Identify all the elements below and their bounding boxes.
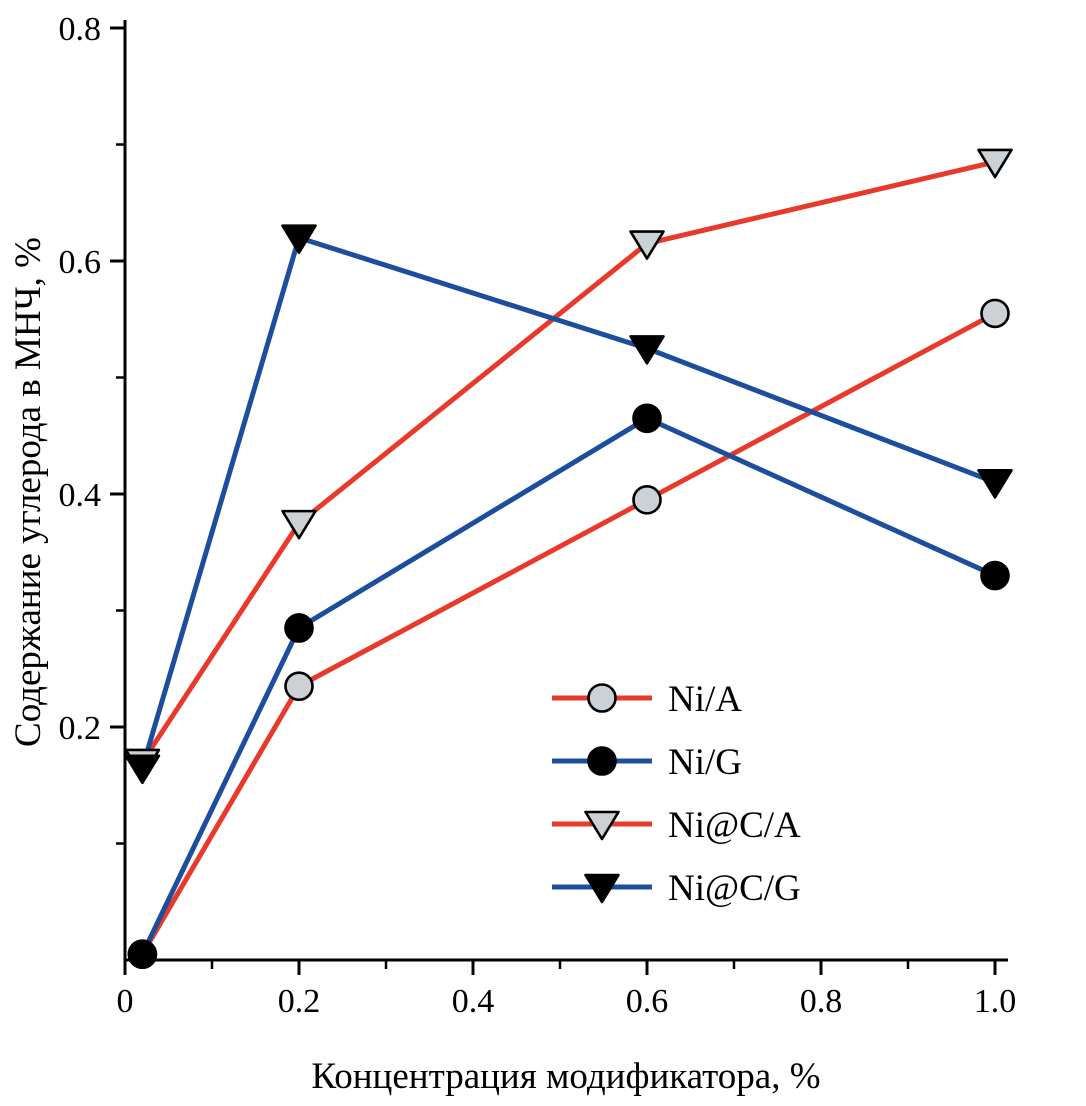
marker-circle-icon — [632, 485, 662, 515]
marker-triangle-down-icon — [629, 335, 665, 365]
series-line-2 — [140, 159, 996, 764]
marker-triangle-down-icon — [977, 148, 1013, 179]
x-tick-label: 0.8 — [800, 983, 843, 1020]
x-tick-label: 0.6 — [626, 983, 669, 1020]
legend-label: Ni@C/G — [668, 868, 801, 909]
x-tick-label: 0.2 — [278, 983, 321, 1020]
legend-label: Ni/A — [668, 679, 742, 720]
marker-triangle-down-icon — [124, 754, 161, 785]
marker-circle-icon — [284, 671, 314, 702]
x-tick-label: 1.0 — [974, 983, 1017, 1020]
marker-triangle-down-icon — [584, 810, 620, 841]
marker-triangle-down-icon — [584, 873, 620, 904]
marker-circle-icon — [284, 613, 314, 643]
marker-circle-icon — [980, 298, 1010, 329]
y-tick-label: 0.8 — [59, 11, 102, 48]
legend-label: Ni/G — [668, 742, 742, 783]
plot-area: 0 0.2 0.4 0.6 0.8 1.0 0.2 0.4 0.6 0.8 — [59, 11, 1017, 1020]
x-tick-label: 0 — [117, 983, 134, 1020]
legend: Ni/A Ni/G Ni@C/A Ni@C/G — [552, 679, 801, 909]
legend-item: Ni/A — [552, 679, 742, 720]
series-line-3 — [140, 235, 996, 769]
x-axis-title: Концентрация модификатора, % — [311, 1056, 820, 1097]
marker-circle-icon — [587, 683, 617, 713]
x-tick-label: 0.4 — [452, 983, 495, 1020]
series-line-1 — [140, 415, 997, 956]
marker-triangle-down-icon — [977, 469, 1013, 499]
y-tick-label: 0.2 — [59, 710, 102, 747]
legend-item: Ni@C/G — [552, 868, 801, 909]
marker-circle-icon — [980, 560, 1010, 591]
series-line-0 — [140, 311, 997, 956]
marker-circle-icon — [632, 403, 662, 434]
marker-triangle-down-icon — [629, 230, 665, 260]
legend-item: Ni@C/A — [552, 805, 801, 846]
legend-label: Ni@C/A — [668, 805, 801, 846]
marker-circle-icon — [587, 746, 617, 776]
marker-circle-icon — [127, 939, 158, 969]
y-axis-title: Содержание углерода в МНЧ, % — [8, 237, 49, 747]
y-tick-label: 0.6 — [59, 244, 102, 281]
marker-triangle-down-icon — [281, 509, 317, 540]
legend-item: Ni/G — [552, 742, 742, 783]
marker-triangle-down-icon — [281, 224, 317, 254]
y-tick-label: 0.4 — [59, 477, 102, 514]
